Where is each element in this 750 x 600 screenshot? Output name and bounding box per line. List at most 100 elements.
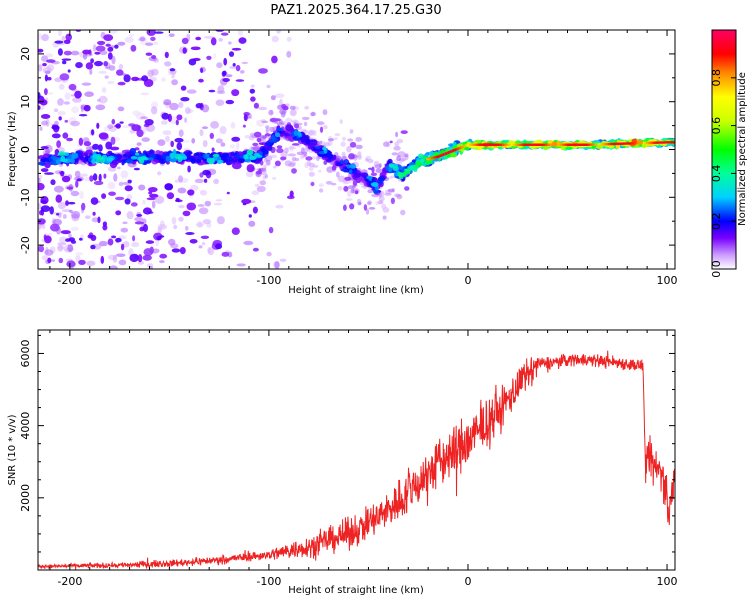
spectrogram-cell bbox=[196, 222, 204, 228]
spectrogram-cell bbox=[445, 151, 450, 155]
spectrogram-cell bbox=[616, 140, 622, 143]
spectrogram-cell bbox=[53, 108, 59, 113]
spectrogram-cell bbox=[222, 78, 230, 82]
spectrogram-cell bbox=[124, 198, 131, 205]
spectrogram-cell bbox=[58, 151, 66, 156]
spectrogram-cell bbox=[75, 255, 81, 263]
spectrogram-cell bbox=[92, 173, 98, 181]
spectrogram-cell bbox=[145, 52, 153, 56]
spectrogram-cell bbox=[107, 80, 115, 85]
spectrogram-y-tick-label: 10 bbox=[19, 95, 32, 109]
spectrogram-cell bbox=[50, 179, 56, 186]
spectrogram-cell bbox=[313, 129, 317, 137]
spectrogram-cell bbox=[70, 50, 80, 56]
spectrogram-cell bbox=[44, 172, 54, 175]
spectrogram-cell bbox=[138, 158, 145, 164]
spectrogram-x-tick-label: -100 bbox=[256, 274, 281, 287]
spectrogram-cell bbox=[89, 68, 93, 75]
spectrogram-cell bbox=[301, 116, 310, 121]
spectrogram-cell bbox=[276, 148, 284, 154]
spectrogram-cell bbox=[265, 159, 271, 166]
snr-x-label: Height of straight line (km) bbox=[288, 585, 424, 596]
spectrogram-cell bbox=[275, 204, 284, 209]
spectrogram-cell bbox=[157, 227, 162, 234]
spectrogram-cell bbox=[103, 173, 107, 179]
spectrogram-cell bbox=[248, 214, 252, 218]
spectrogram-cell bbox=[41, 120, 48, 126]
spectrogram-cell bbox=[291, 143, 300, 146]
spectrogram-cell bbox=[40, 205, 51, 213]
spectrogram-cell bbox=[43, 153, 50, 157]
spectrogram-cell bbox=[220, 32, 229, 36]
spectrogram-cell bbox=[168, 33, 175, 37]
spectrogram-cell bbox=[424, 159, 431, 165]
spectrogram-cell bbox=[83, 104, 91, 112]
spectrogram-cell bbox=[90, 234, 97, 241]
spectrogram-cell bbox=[145, 42, 154, 46]
spectrogram-cell bbox=[384, 192, 392, 196]
spectrogram-cell bbox=[134, 217, 144, 222]
spectrogram-cell bbox=[531, 143, 536, 146]
spectrogram-cell bbox=[203, 178, 208, 183]
spectrogram-cell bbox=[208, 160, 213, 165]
spectrogram-cell bbox=[122, 125, 131, 129]
colorbar-tick-label: 0.6 bbox=[710, 117, 723, 135]
spectrogram-cell bbox=[319, 140, 323, 145]
spectrogram-cell bbox=[44, 74, 49, 82]
spectrogram-cell bbox=[285, 117, 293, 124]
spectrogram-cell bbox=[41, 255, 49, 261]
colorbar: 0.0 0.2 0.4 0.6 0.8 Normalized spectral ampl… bbox=[710, 29, 748, 278]
spectrogram-cell bbox=[96, 156, 104, 160]
spectrogram-cell bbox=[357, 151, 362, 158]
spectrogram-cell bbox=[358, 201, 362, 206]
spectrogram-cell bbox=[80, 173, 88, 177]
spectrogram-cell bbox=[303, 151, 308, 157]
spectrogram-cell bbox=[86, 260, 96, 267]
spectrogram-cell bbox=[261, 149, 269, 155]
spectrogram-cell bbox=[142, 199, 146, 205]
spectrogram-cell bbox=[236, 153, 240, 160]
spectrogram-cell bbox=[662, 141, 667, 144]
spectrogram-cell bbox=[267, 144, 273, 151]
spectrogram-cell bbox=[181, 140, 191, 143]
spectrogram-cell bbox=[98, 70, 107, 75]
spectrogram-cell bbox=[174, 153, 181, 160]
spectrogram-cell bbox=[175, 197, 180, 202]
spectrogram-cell bbox=[54, 185, 64, 193]
spectrogram-cell bbox=[70, 94, 75, 97]
spectrogram-cell bbox=[65, 200, 69, 206]
spectrogram-cell bbox=[38, 245, 45, 253]
spectrogram-cell bbox=[181, 155, 188, 160]
spectrogram-cell bbox=[78, 114, 88, 117]
spectrogram-cell bbox=[115, 253, 126, 257]
snr-y-label: SNR (10 * v/v) bbox=[7, 414, 18, 485]
spectrogram-cell bbox=[46, 53, 54, 58]
spectrogram-cell bbox=[170, 140, 174, 148]
spectrogram-cell bbox=[301, 135, 309, 141]
spectrogram-cell bbox=[186, 89, 197, 94]
spectrogram-cell bbox=[67, 244, 74, 253]
spectrogram-cell bbox=[217, 85, 225, 94]
spectrogram-cell bbox=[215, 243, 223, 250]
spectrogram-cell bbox=[154, 31, 164, 34]
spectrogram-cell bbox=[67, 69, 71, 73]
spectrogram-cell bbox=[254, 183, 260, 187]
spectrogram-cell bbox=[178, 101, 184, 109]
spectrogram-cell bbox=[117, 41, 126, 46]
spectrogram-cell bbox=[271, 35, 279, 43]
spectrogram-cell bbox=[343, 185, 349, 192]
spectrogram-cell bbox=[47, 92, 54, 95]
spectrogram-cell bbox=[305, 139, 311, 145]
spectrogram-cell bbox=[136, 129, 144, 138]
spectrogram-cell bbox=[47, 76, 52, 81]
spectrogram-cell bbox=[269, 117, 277, 123]
spectrogram-cell bbox=[105, 43, 111, 47]
colorbar-gradient bbox=[712, 30, 736, 269]
spectrogram-cell bbox=[68, 83, 77, 91]
spectrogram-cell bbox=[228, 156, 233, 162]
spectrogram-cell bbox=[95, 45, 106, 52]
spectrogram-cell bbox=[270, 95, 276, 101]
spectrogram-cell bbox=[274, 160, 281, 167]
spectrogram-cell bbox=[253, 131, 262, 138]
spectrogram-cell bbox=[460, 147, 465, 152]
